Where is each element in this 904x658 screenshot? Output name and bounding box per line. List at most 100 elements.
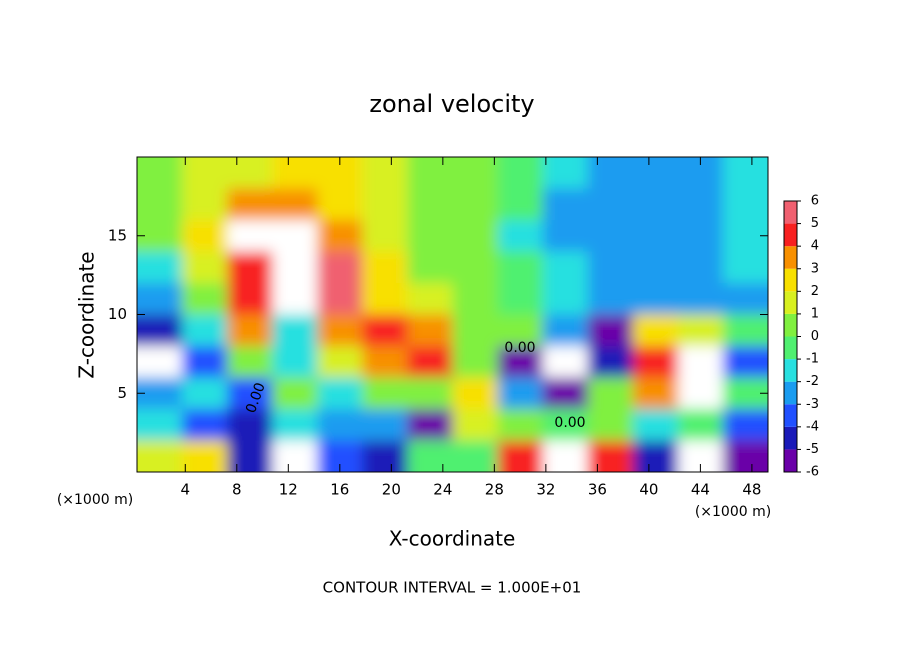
colorbar-swatch bbox=[784, 381, 797, 405]
heatmap-cell bbox=[587, 346, 634, 379]
heatmap-cell bbox=[632, 188, 679, 221]
heatmap-cell bbox=[722, 409, 768, 442]
x-tick-label: 16 bbox=[330, 481, 349, 499]
heatmap-cell bbox=[542, 157, 589, 190]
heatmap-cell bbox=[317, 346, 364, 379]
heatmap-cell bbox=[587, 220, 634, 253]
heatmap-cell bbox=[497, 220, 544, 253]
heatmap-cell bbox=[407, 188, 454, 221]
heatmap-cell bbox=[272, 283, 319, 316]
heatmap-cell bbox=[362, 251, 409, 284]
heatmap-cell bbox=[227, 440, 274, 472]
heatmap-cell bbox=[587, 188, 634, 221]
footer-note: CONTOUR INTERVAL = 1.000E+01 bbox=[323, 579, 582, 597]
heatmap-cell bbox=[227, 314, 274, 347]
heatmap-cell bbox=[317, 188, 364, 221]
heatmap-cell bbox=[542, 251, 589, 284]
heatmap-cell bbox=[452, 409, 499, 442]
colorbar-swatch bbox=[784, 313, 797, 337]
heatmap-cell bbox=[452, 346, 499, 379]
colorbar-swatch bbox=[784, 359, 797, 382]
heatmap-cell bbox=[677, 314, 724, 347]
heatmap-cell bbox=[632, 409, 679, 442]
heatmap-cell bbox=[677, 283, 724, 316]
heatmap-cell bbox=[137, 188, 184, 221]
heatmap-cell bbox=[362, 440, 409, 472]
heatmap-cell bbox=[542, 314, 589, 347]
heatmap-cell bbox=[272, 188, 319, 221]
heatmap-cell bbox=[272, 346, 319, 379]
heatmap-cell bbox=[362, 220, 409, 253]
heatmap-cell bbox=[182, 188, 229, 221]
heatmap-cell bbox=[272, 314, 319, 347]
heatmap-cell bbox=[227, 157, 274, 190]
heatmap-cell bbox=[272, 409, 319, 442]
heatmap-cell bbox=[497, 188, 544, 221]
heatmap-cell bbox=[452, 283, 499, 316]
heatmap-cell bbox=[272, 251, 319, 284]
colorbar-swatch bbox=[784, 268, 797, 292]
heatmap-cell bbox=[452, 157, 499, 190]
heatmap-cell bbox=[452, 188, 499, 221]
heatmap-cell bbox=[137, 346, 184, 379]
heatmap-cell bbox=[542, 377, 589, 410]
x-tick-label: 4 bbox=[181, 481, 191, 499]
colorbar-swatch bbox=[784, 201, 797, 224]
heatmap-cell bbox=[632, 314, 679, 347]
heatmap-cell bbox=[452, 314, 499, 347]
heatmap-cell bbox=[407, 283, 454, 316]
heatmap-cell bbox=[632, 283, 679, 316]
heatmap-cell bbox=[542, 188, 589, 221]
heatmap-cell bbox=[542, 346, 589, 379]
heatmap-cell bbox=[542, 220, 589, 253]
colorbar-swatch bbox=[784, 291, 797, 314]
heatmap-cell bbox=[137, 251, 184, 284]
y-tick-label: 5 bbox=[117, 384, 127, 402]
colorbar-label: 4 bbox=[811, 239, 819, 254]
heatmap-cell bbox=[407, 346, 454, 379]
heatmap-cell bbox=[497, 440, 544, 472]
colorbar-swatch bbox=[784, 449, 797, 472]
heatmap-cell bbox=[722, 440, 768, 472]
heatmap-cell bbox=[632, 157, 679, 190]
heatmap-cell bbox=[182, 314, 229, 347]
heatmap-cell bbox=[137, 440, 184, 472]
heatmap-cell bbox=[272, 157, 319, 190]
heatmap-cell bbox=[407, 409, 454, 442]
heatmap-cell bbox=[227, 409, 274, 442]
colorbar-label: 2 bbox=[811, 284, 819, 299]
heatmap-cell bbox=[587, 251, 634, 284]
heatmap-cell bbox=[182, 283, 229, 316]
heatmap-cell bbox=[407, 220, 454, 253]
heatmap-cell bbox=[317, 409, 364, 442]
heatmap-cell bbox=[497, 409, 544, 442]
heatmap-cell bbox=[722, 188, 768, 221]
heatmap-cell bbox=[632, 377, 679, 410]
contour-label: 0.00 bbox=[554, 415, 585, 431]
heatmap-cell bbox=[362, 157, 409, 190]
heatmap-cell bbox=[632, 251, 679, 284]
colorbar-label: -2 bbox=[806, 374, 819, 389]
x-tick-label: 8 bbox=[232, 481, 242, 499]
heatmap-cell bbox=[407, 440, 454, 472]
heatmap bbox=[137, 157, 768, 472]
heatmap-cell bbox=[587, 377, 634, 410]
heatmap-cell bbox=[227, 283, 274, 316]
heatmap-cell bbox=[227, 346, 274, 379]
colorbar-swatch bbox=[784, 404, 797, 427]
heatmap-cell bbox=[587, 314, 634, 347]
chart-title: zonal velocity bbox=[369, 90, 534, 118]
x-tick-label: 24 bbox=[433, 481, 452, 499]
heatmap-cell bbox=[632, 346, 679, 379]
colorbar-label: -5 bbox=[806, 442, 819, 457]
x-tick-label: 12 bbox=[279, 481, 298, 499]
heatmap-cell bbox=[362, 409, 409, 442]
heatmap-cell bbox=[182, 409, 229, 442]
x-tick-label: 28 bbox=[485, 481, 504, 499]
y-unit-label: (×1000 m) bbox=[57, 492, 133, 508]
heatmap-cell bbox=[587, 409, 634, 442]
heatmap-cell bbox=[497, 346, 544, 379]
heatmap-cell bbox=[452, 440, 499, 472]
heatmap-cell bbox=[362, 377, 409, 410]
